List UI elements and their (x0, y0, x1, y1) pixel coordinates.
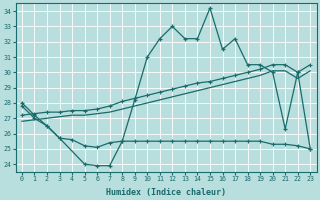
X-axis label: Humidex (Indice chaleur): Humidex (Indice chaleur) (106, 188, 226, 197)
